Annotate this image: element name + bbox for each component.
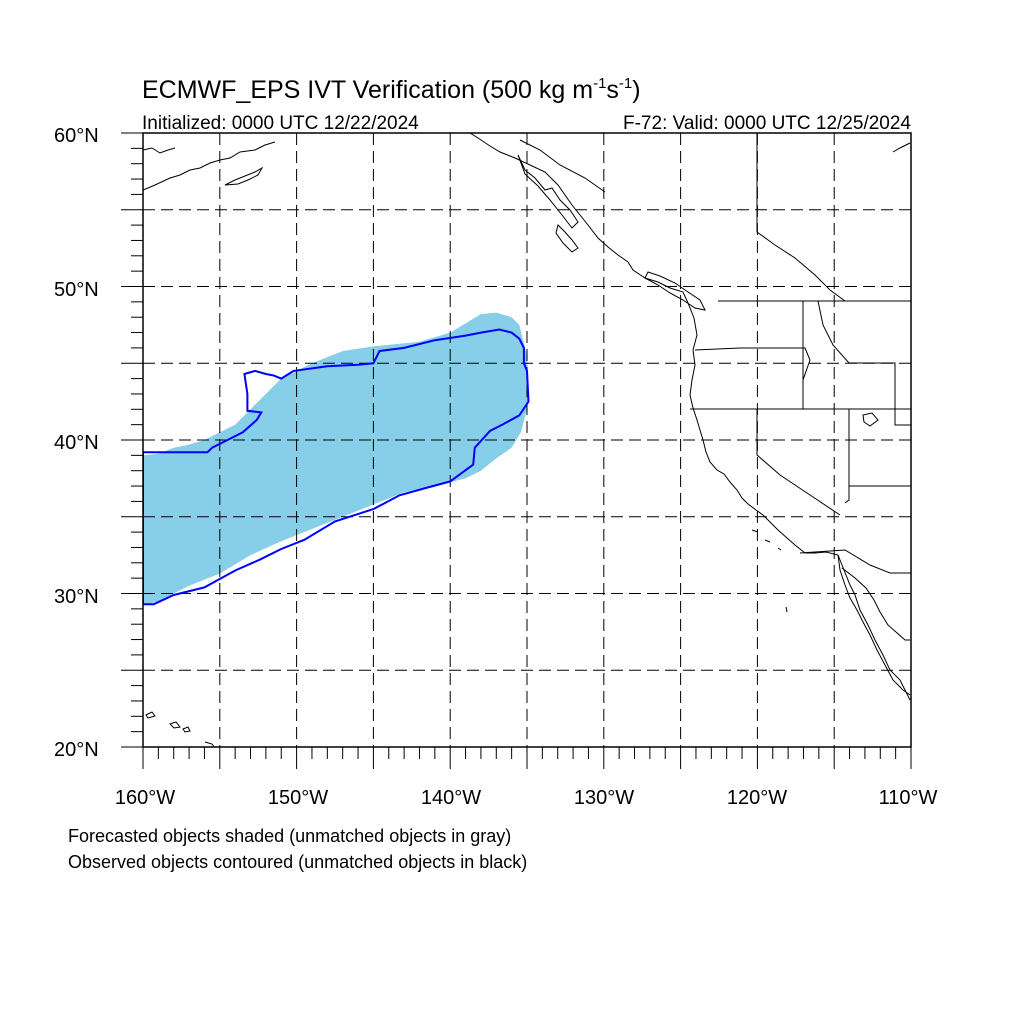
x-tick-label: 140°W [421,787,481,809]
graticule [143,133,911,747]
y-tick-label: 50°N [54,279,99,301]
title-unit-s: s [606,76,619,104]
kodiak-island [224,166,264,186]
x-tick-label: 130°W [574,787,634,809]
y-tick-label: 60°N [54,125,99,147]
nevada-utah-border [844,409,850,504]
x-tick-label: 160°W [115,787,175,809]
alaska-panhandle-islands [517,154,579,229]
guadalupe-island [785,606,788,613]
alaska-bc-border [519,139,606,193]
haida-gwaii [555,224,579,253]
title-close-paren: ) [632,76,640,104]
y-tick-label: 20°N [54,739,99,761]
channel-islands [751,529,782,551]
california-nevada-border [756,409,841,516]
political-boundaries [519,133,911,574]
y-tick-label: 30°N [54,586,99,608]
great-salt-lake [862,412,879,427]
washington-oregon-border [694,347,811,409]
x-tick-label: 150°W [268,787,328,809]
x-tick-label: 110°W [879,787,938,809]
baja-california-coastline [837,554,911,696]
y-tick-labels: 60°N 50°N 40°N 30°N 20°N [54,125,99,761]
title-exponent-2: -1 [619,75,632,92]
title-main: ECMWF_EPS IVT Verification (500 kg m [142,76,593,104]
coastlines [143,133,911,747]
forecast-caption: Forecasted objects shaded (unmatched obj… [68,826,512,846]
hawaii-islands [145,711,215,747]
gulf-of-california-coastline [841,567,910,641]
forecast-object-shading [143,312,529,606]
north-america-coastline [469,133,911,701]
map-title: ECMWF_EPS IVT Verification (500 kg m-1s-… [142,75,641,104]
x-tick-labels: 160°W 150°W 140°W 130°W 120°W 110°W [115,787,938,809]
vancouver-island [644,271,706,311]
observed-object-contour [143,328,530,606]
alaska-coastline [143,141,276,191]
observed-caption: Observed objects contoured (unmatched ob… [68,852,528,872]
title-exponent-1: -1 [593,75,606,92]
y-tick-label: 40°N [54,432,99,454]
map-panel: 60°N 50°N 40°N 30°N 20°N 160°W 150°W 140… [54,125,938,809]
us-mexico-border [799,549,911,574]
arctic-coast-east [892,142,911,153]
x-tick-label: 120°W [727,787,787,809]
tick-marks [121,132,912,769]
init-time-label: Initialized: 0000 UTC 12/22/2024 [142,113,419,134]
alaska-peninsula [143,147,176,154]
bc-alberta-border [756,133,846,302]
valid-time-label: F-72: Valid: 0000 UTC 12/25/2024 [623,113,911,134]
